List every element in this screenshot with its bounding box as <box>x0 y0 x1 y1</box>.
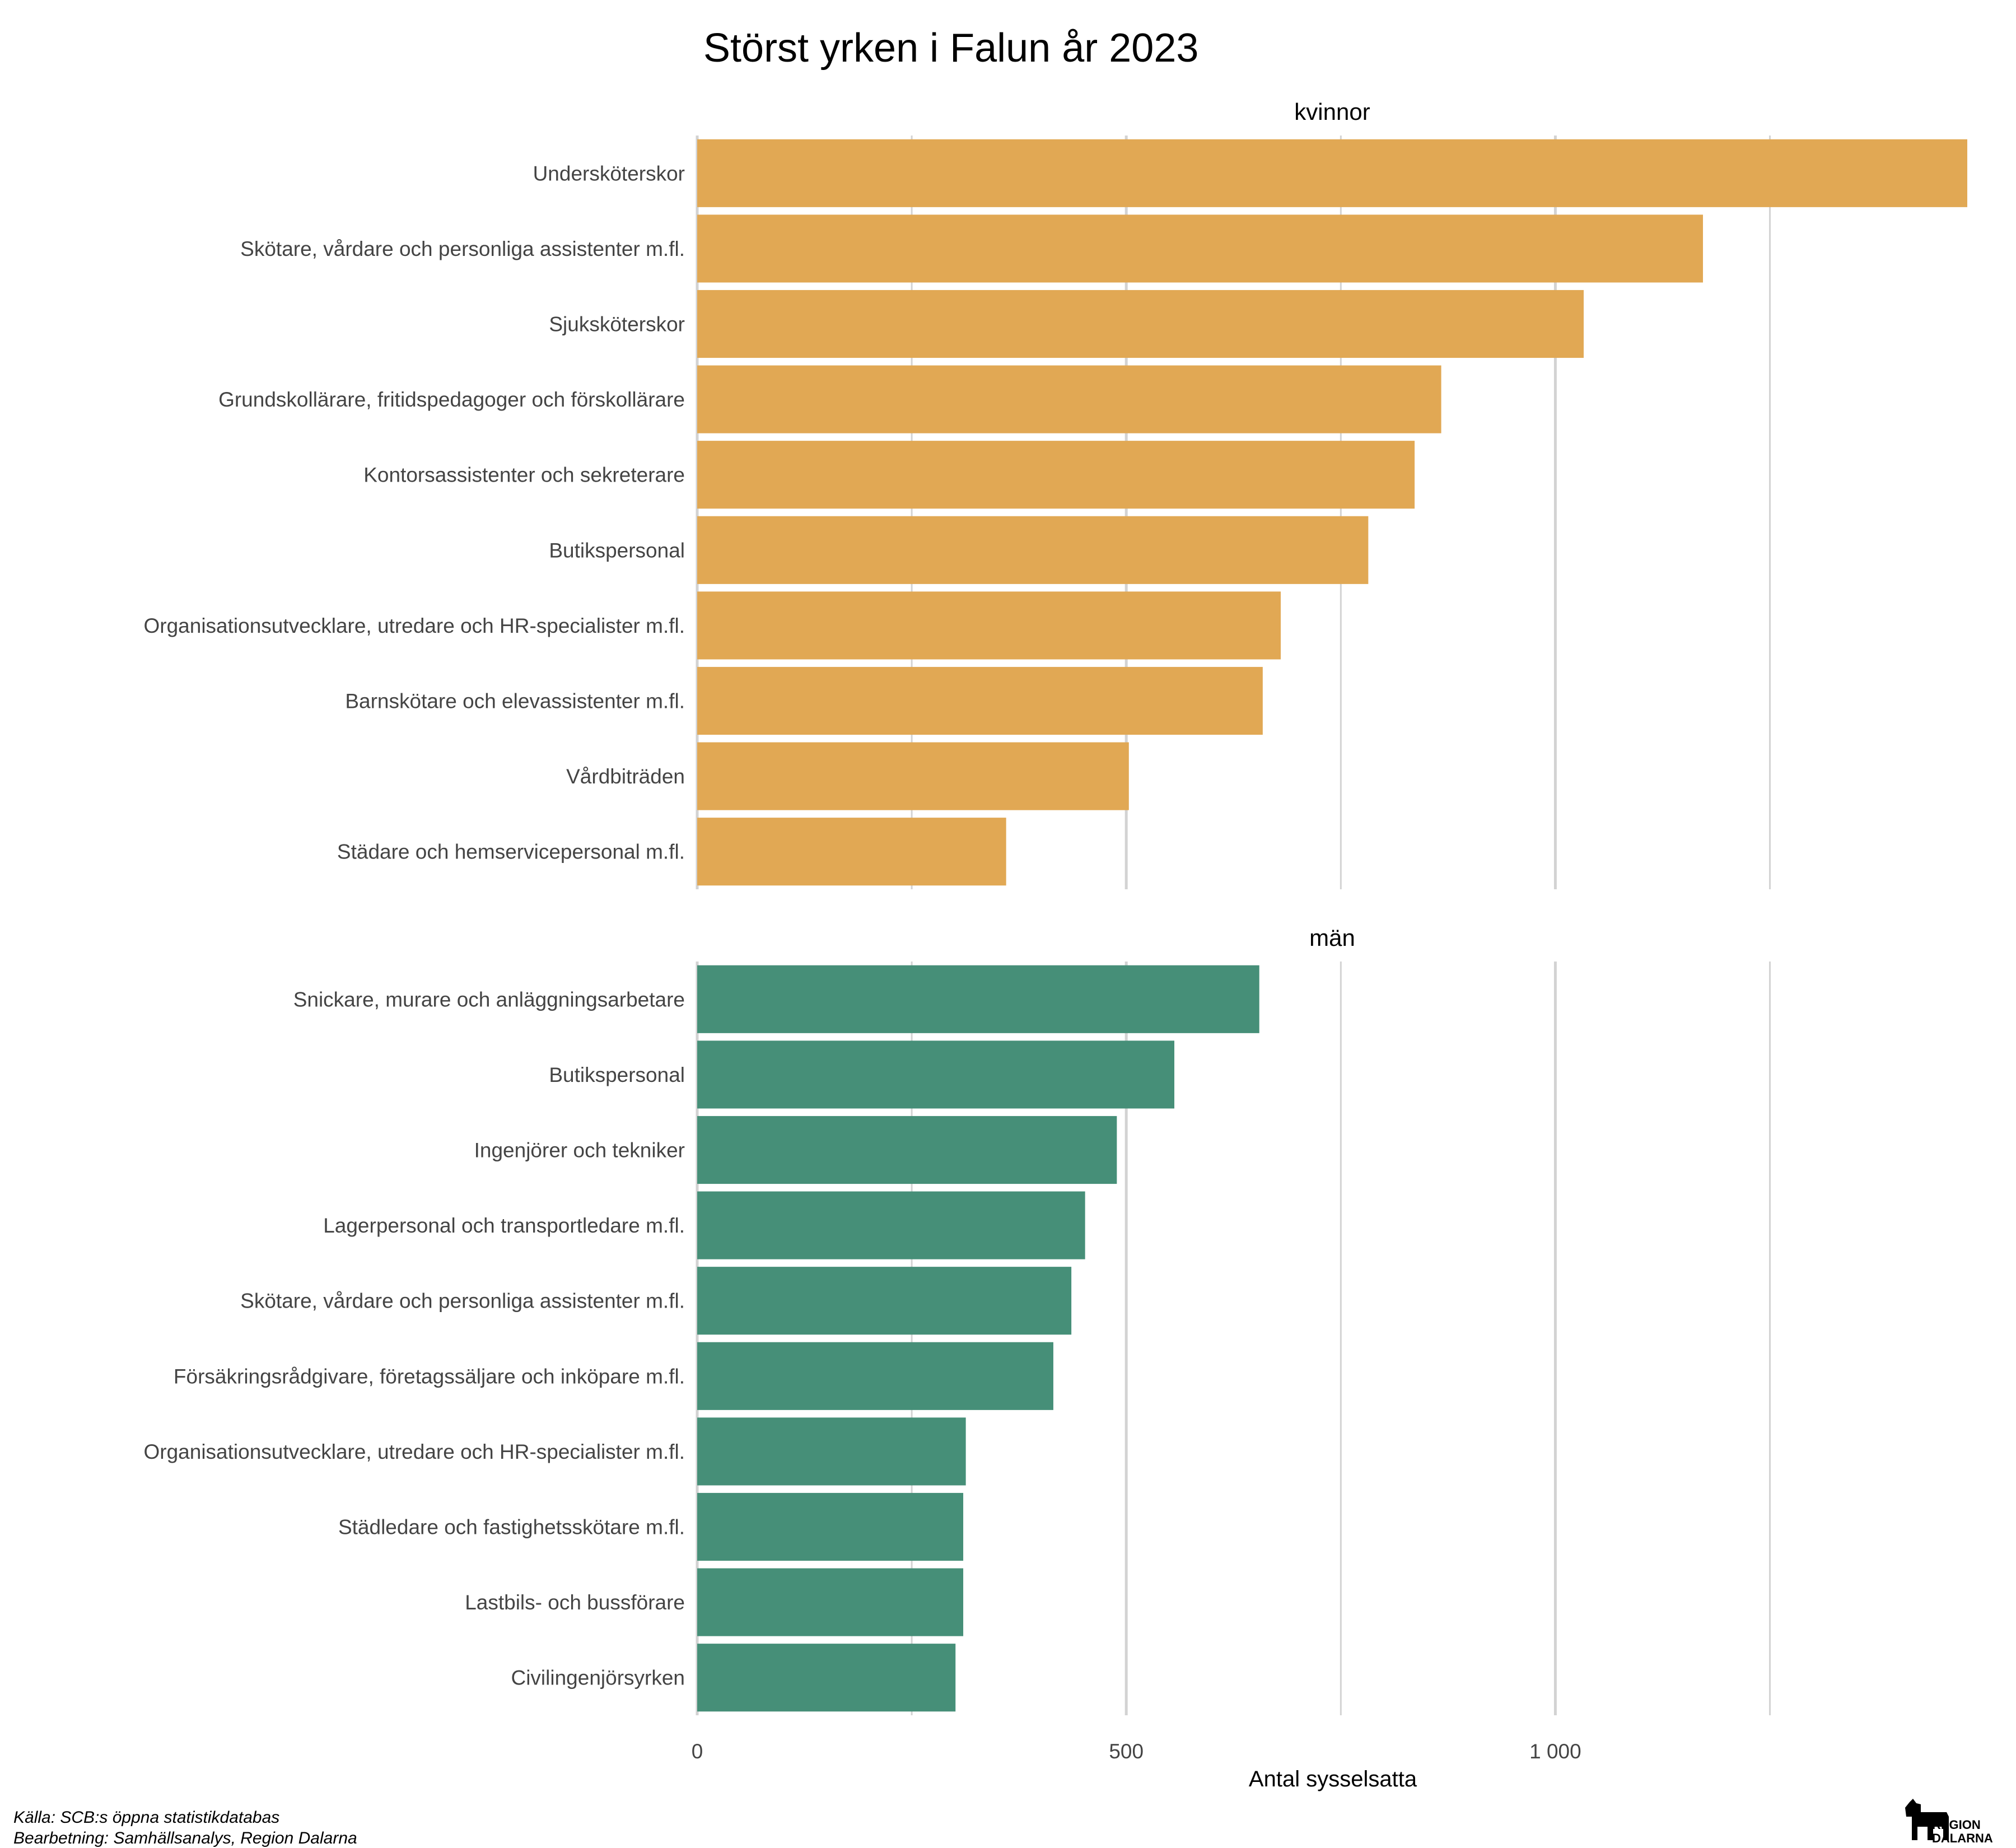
category-label: Kontorsassistenter och sekreterare <box>363 464 685 487</box>
x-axis: 0 500 1 000 <box>692 1740 1581 1763</box>
x-tick-label: 500 <box>1109 1740 1144 1763</box>
bar <box>697 1267 1072 1335</box>
category-label: Butikspersonal <box>549 1063 685 1086</box>
bar <box>697 1040 1175 1109</box>
panel-0: kvinnor Undersköterskor Skötare, vårdare o… <box>144 99 1967 889</box>
x-tick-label: 1 000 <box>1529 1740 1581 1763</box>
bar <box>697 742 1129 810</box>
dala-horse-icon <box>1905 1799 1949 1840</box>
category-label: Städledare och fastighetsskötare m.fl. <box>338 1516 685 1539</box>
logo-line-1: REGION <box>1932 1818 1981 1832</box>
source-note: Källa: SCB:s öppna statistikdatabas <box>13 1808 279 1827</box>
chart-panels: kvinnor Undersköterskor Skötare, vårdare o… <box>144 99 1967 1715</box>
bar <box>697 214 1704 283</box>
bar <box>697 365 1441 433</box>
category-label: Organisationsutvecklare, utredare och HR… <box>144 614 685 637</box>
category-label: Butikspersonal <box>549 539 685 562</box>
category-label: Grundskollärare, fritidspedagoger och fö… <box>218 388 685 411</box>
bar <box>697 1492 964 1561</box>
chart-title: Störst yrken i Falun år 2023 <box>703 26 1198 71</box>
x-tick-label: 0 <box>692 1740 703 1763</box>
category-label: Snickare, murare och anläggningsarbetare <box>293 988 685 1011</box>
category-label: Försäkringsrådgivare, företagssäljare oc… <box>174 1365 685 1388</box>
bar <box>697 965 1259 1033</box>
category-label: Organisationsutvecklare, utredare och HR… <box>144 1440 685 1463</box>
bar <box>697 516 1369 584</box>
category-label: Skötare, vårdare och personliga assisten… <box>240 1290 685 1313</box>
bar <box>697 1342 1053 1410</box>
x-axis-label: Antal sysselsatta <box>1249 1767 1417 1791</box>
bar <box>697 1644 956 1712</box>
processing-note: Bearbetning: Samhällsanalys, Region Dala… <box>13 1829 357 1847</box>
bar <box>697 1116 1117 1184</box>
panel-label: män <box>1309 925 1355 951</box>
bar <box>697 290 1584 358</box>
category-label: Sjuksköterskor <box>549 313 685 336</box>
category-label: Skötare, vårdare och personliga assisten… <box>240 237 685 260</box>
panel-label: kvinnor <box>1294 99 1370 125</box>
category-label: Undersköterskor <box>533 162 685 185</box>
bar <box>697 1191 1085 1259</box>
bar <box>697 666 1263 735</box>
category-label: Lastbils- och bussförare <box>465 1591 685 1614</box>
category-label: Ingenjörer och tekniker <box>474 1139 685 1162</box>
logo-line-2: DALARNA <box>1932 1831 1993 1845</box>
category-label: Städare och hemservicepersonal m.fl. <box>337 841 685 864</box>
bar <box>697 441 1415 509</box>
bar <box>697 1568 964 1636</box>
bar <box>697 591 1281 660</box>
bar <box>697 818 1006 886</box>
bar <box>697 1417 966 1486</box>
category-label: Barnskötare och elevassistenter m.fl. <box>345 690 685 713</box>
category-label: Lagerpersonal och transportledare m.fl. <box>323 1214 685 1237</box>
category-label: Vårdbiträden <box>566 765 685 788</box>
panel-1: män Snickare, murare och anläggningsarbet… <box>144 925 1771 1715</box>
region-dalarna-logo: REGION DALARNA <box>1905 1799 1993 1845</box>
category-label: Civilingenjörsyrken <box>511 1667 685 1690</box>
bar <box>697 139 1967 207</box>
